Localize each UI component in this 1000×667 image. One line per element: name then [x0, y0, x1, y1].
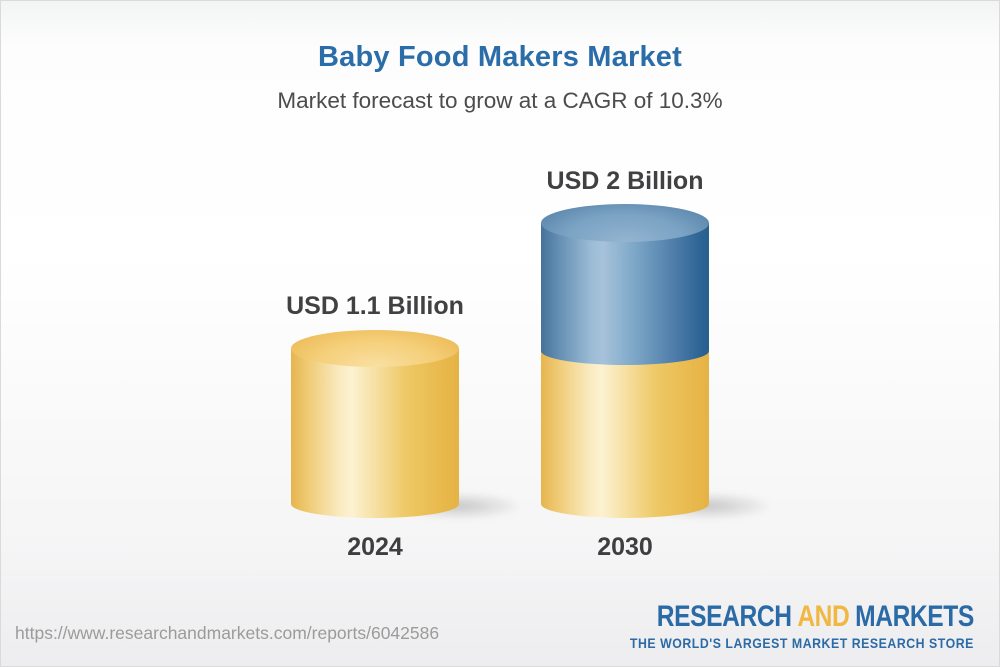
bar-2030-top-ellipse: [541, 204, 709, 242]
logo-word-research: RESEARCH: [656, 600, 792, 633]
x-axis-label-2030: 2030: [597, 533, 653, 561]
value-label-2030: USD 2 Billion: [546, 167, 704, 195]
page-title: Baby Food Makers Market: [318, 41, 682, 73]
bar-2030-cylinder: [541, 204, 709, 518]
brand-tagline: THE WORLD'S LARGEST MARKET RESEARCH STOR…: [630, 635, 974, 651]
brand-logo: RESEARCH AND MARKETS THE WORLD'S LARGEST M…: [583, 600, 974, 651]
report-url: https://www.researchandmarkets.com/repor…: [15, 623, 440, 643]
page-subtitle: Market forecast to grow at a CAGR of 10.…: [277, 88, 723, 113]
bar-2024-cylinder: [291, 330, 459, 518]
brand-logo-wordmark: RESEARCH AND MARKETS: [653, 600, 975, 634]
bar-2024-top-ellipse: [291, 330, 459, 367]
bar-2030-segment-growth: [541, 223, 709, 365]
bar-2024-segment-base: [291, 348, 459, 518]
value-label-2024: USD 1.1 Billion: [286, 292, 464, 320]
logo-word-and: AND: [797, 600, 850, 633]
x-axis-label-2024: 2024: [347, 533, 403, 561]
logo-word-markets: MARKETS: [855, 600, 974, 633]
bar-2030-segment-base: [541, 344, 709, 518]
